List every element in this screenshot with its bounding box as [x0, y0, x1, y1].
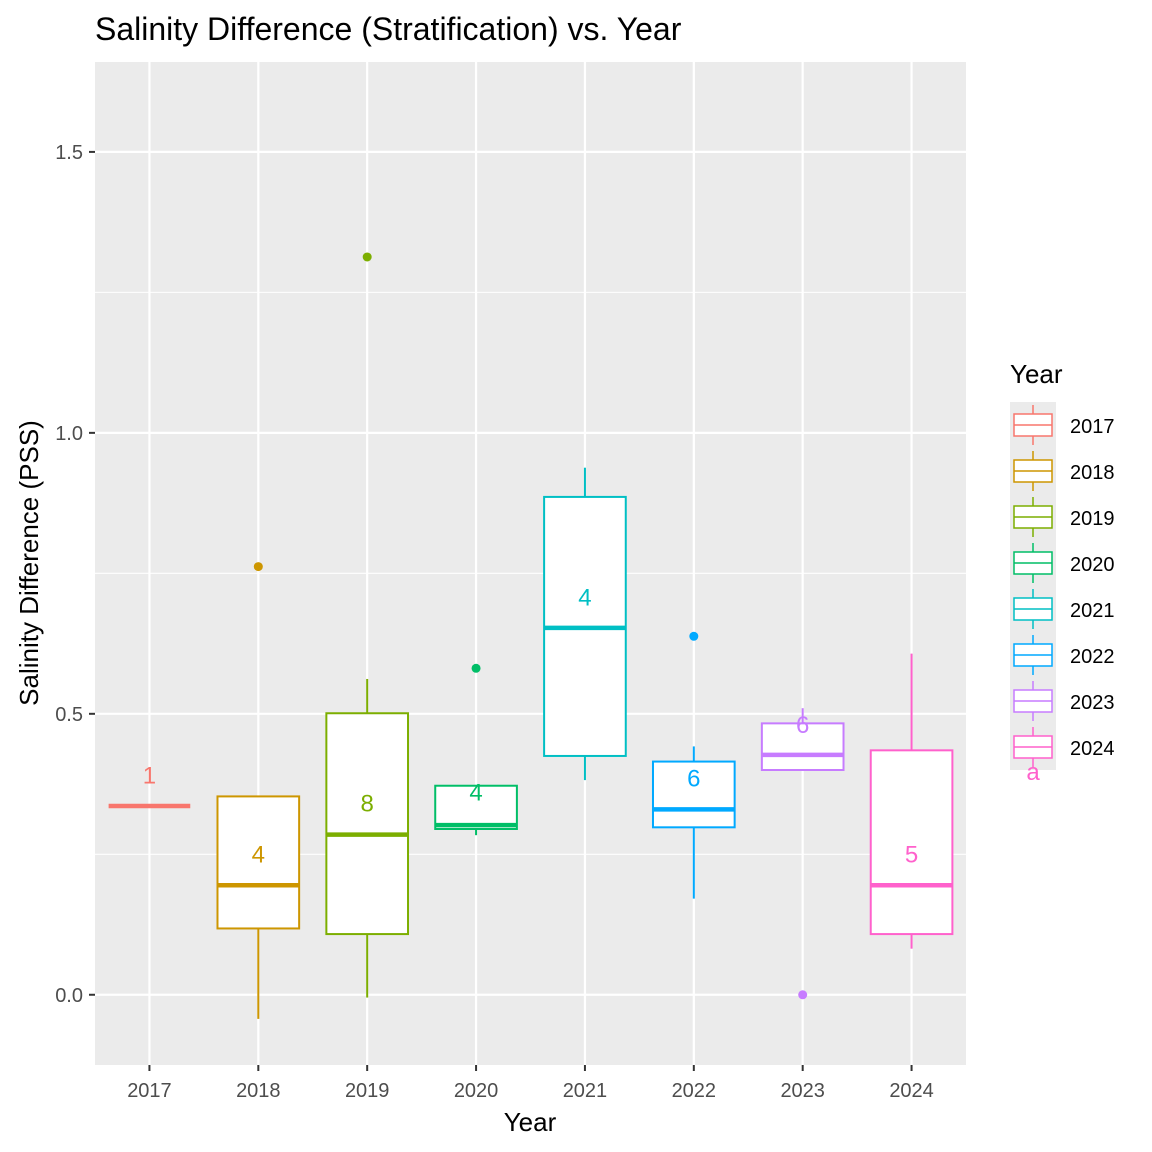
x-tick-label: 2019	[345, 1080, 390, 1102]
box-2024	[869, 653, 954, 949]
y-tick-label: 0.5	[55, 704, 83, 726]
box-2019	[325, 252, 410, 998]
legend-title: Year	[1010, 359, 1063, 389]
legend-label: 2021	[1070, 600, 1115, 622]
x-tick-label: 2022	[672, 1080, 717, 1102]
box-body	[325, 712, 410, 936]
count-label-2017: 1	[143, 763, 156, 790]
count-label-2018: 4	[252, 841, 265, 868]
legend-label: 2023	[1070, 692, 1115, 714]
outlier-point	[689, 631, 699, 641]
legend-label: 2017	[1070, 416, 1115, 438]
y-tick-label: 1.0	[55, 423, 83, 445]
legend-label: 2020	[1070, 554, 1115, 576]
count-label-2023: 6	[796, 712, 809, 739]
count-label-2020: 4	[469, 779, 482, 806]
box-series-group	[108, 252, 954, 1019]
box-2023	[760, 708, 845, 1000]
legend-item-2020: 2020	[1013, 543, 1115, 583]
box-body	[216, 795, 301, 930]
x-tick-label: 2023	[780, 1080, 825, 1102]
legend-item-2019: 2019	[1013, 497, 1115, 537]
box-2020	[434, 663, 518, 836]
count-label-2021: 4	[578, 584, 591, 611]
x-tick-label: 2021	[563, 1080, 608, 1102]
x-tick-label: 2017	[127, 1080, 172, 1102]
legend-item-2018: 2018	[1013, 451, 1115, 491]
box-2022	[651, 631, 736, 899]
legend-item-2017: 2017	[1013, 405, 1115, 445]
box-body	[434, 784, 518, 831]
legend-item-2022: 2022	[1013, 635, 1115, 675]
y-axis-title: Salinity Difference (PSS)	[14, 420, 44, 706]
box-2018	[216, 562, 301, 1019]
count-label-2024: 5	[905, 841, 918, 868]
chart-title: Salinity Difference (Stratification) vs.…	[95, 11, 682, 47]
x-axis-title: Year	[504, 1107, 557, 1137]
count-labels-group: 1 4 8 4 4 6 6 5	[143, 584, 918, 868]
box-2021	[543, 467, 627, 781]
legend-label: 2024	[1070, 738, 1115, 760]
y-axis: 0.0 0.5 1.0 1.5	[55, 142, 95, 1007]
legend-label: 2022	[1070, 646, 1115, 668]
count-label-2022: 6	[687, 765, 700, 792]
box-body	[869, 749, 954, 936]
legend-items: 2017 2018 2019 2020 2021 2022 2023 2024 a	[1010, 402, 1115, 786]
box-body	[651, 760, 736, 829]
y-tick-label: 0.0	[55, 985, 83, 1007]
legend-key-text: a	[1026, 759, 1040, 786]
outlier-point	[362, 252, 372, 262]
outlier-point	[471, 663, 481, 673]
legend-item-2021: 2021	[1013, 589, 1115, 629]
count-label-2019: 8	[361, 791, 374, 818]
x-tick-label: 2018	[236, 1080, 281, 1102]
legend-item-2024: 2024	[1013, 727, 1115, 767]
legend-label: 2019	[1070, 508, 1115, 530]
outlier-point	[798, 990, 808, 1000]
legend-item-2023: 2023	[1013, 681, 1115, 721]
box-body	[760, 722, 845, 771]
x-axis: 2017 2018 2019 2020 2021 2022 2023 2024	[127, 1065, 934, 1102]
legend: Year 2017 2018 2019 2020 2021 2022 2023 2024 a	[1010, 359, 1115, 786]
y-tick-label: 1.5	[55, 142, 83, 164]
outlier-point	[253, 562, 263, 572]
x-tick-label: 2024	[889, 1080, 934, 1102]
legend-label: 2018	[1070, 462, 1115, 484]
x-tick-label: 2020	[454, 1080, 499, 1102]
